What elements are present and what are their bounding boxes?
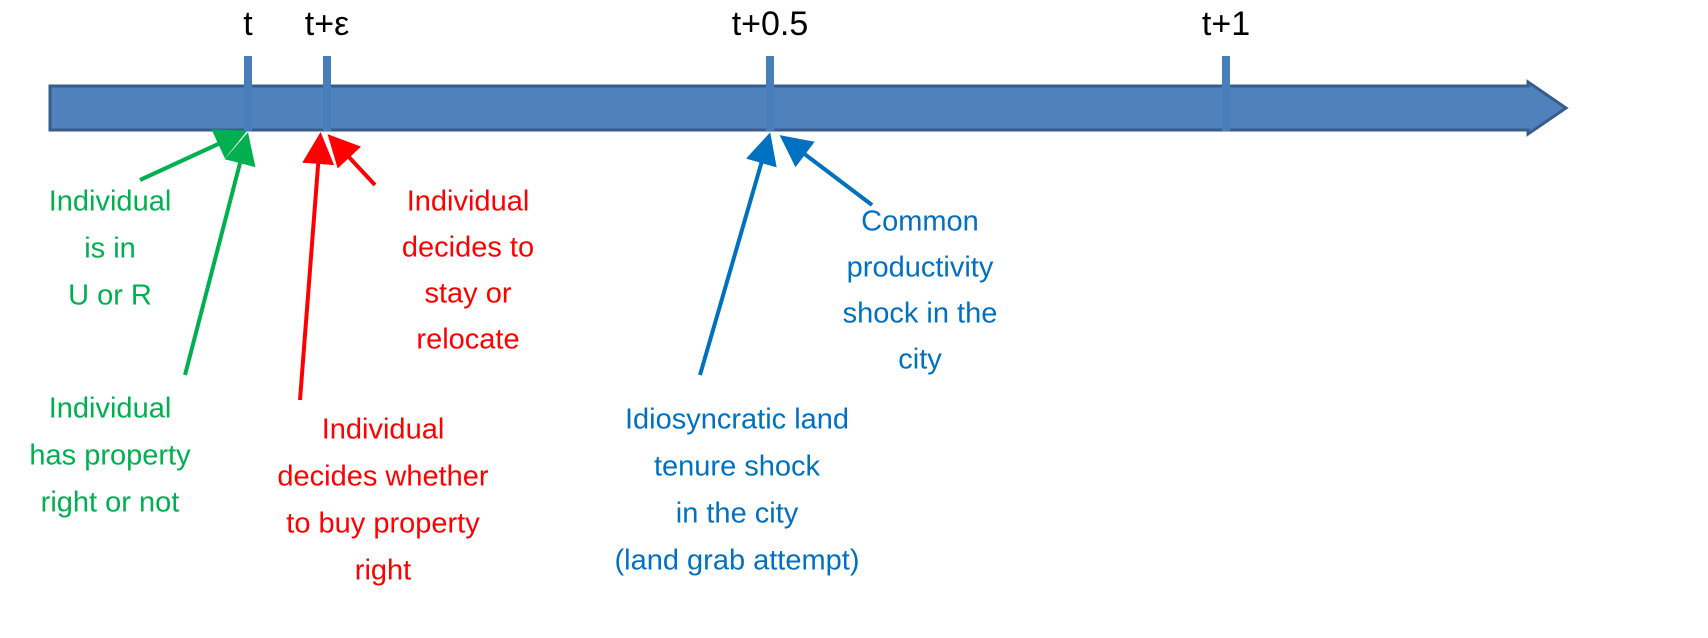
annotation-line: Idiosyncratic land <box>625 404 849 436</box>
arrow <box>327 134 377 187</box>
annotation-line: decides whether <box>277 461 489 493</box>
annotation-line: (land grab attempt) <box>614 545 859 577</box>
tick-label: t+0.5 <box>732 5 809 43</box>
annotation-line: Individual <box>49 186 172 218</box>
annotation-line: Common <box>861 206 979 238</box>
annotation-line: Individual <box>407 186 530 218</box>
timeline-arrow <box>48 79 1569 137</box>
annotation-line: shock in the <box>843 298 998 330</box>
annotation-line: tenure shock <box>654 451 821 483</box>
tick-label: t+ε <box>305 5 349 43</box>
arrow <box>698 132 777 376</box>
annotation-line: Individual <box>322 414 445 446</box>
arrow <box>779 135 874 207</box>
annotation-line: to buy property <box>286 508 480 540</box>
arrow <box>298 132 335 401</box>
annotation-line: in the city <box>676 498 799 530</box>
annotation-line: Individual <box>49 393 172 425</box>
annotation-line: right <box>355 555 411 587</box>
connector-arrows <box>139 129 874 401</box>
arrow <box>139 129 248 182</box>
annotation-line: productivity <box>847 252 994 284</box>
annotation-line: relocate <box>416 324 519 356</box>
tick-label: t+1 <box>1202 5 1250 43</box>
annotation-line: decides to <box>402 232 534 264</box>
annotation-line: is in <box>84 233 136 265</box>
annotation-line: stay or <box>424 278 511 310</box>
annotation-line: city <box>898 344 942 376</box>
annotation-line: has property <box>29 440 191 472</box>
annotation-line: right or not <box>41 487 180 519</box>
annotation-line: U or R <box>68 280 152 312</box>
arrow <box>183 132 256 376</box>
tick-label: t <box>243 5 253 43</box>
